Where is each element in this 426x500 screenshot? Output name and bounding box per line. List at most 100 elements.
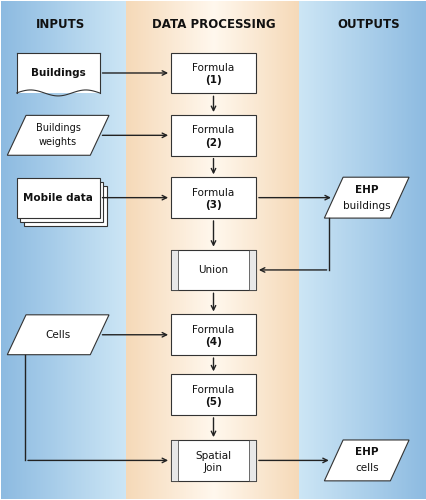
Bar (58, 0, 60, 500)
Bar (63, 0, 65, 500)
Bar (423, 0, 424, 500)
Bar (371, 0, 372, 500)
Bar (257, 0, 259, 500)
Bar (302, 0, 303, 500)
Bar (188, 0, 189, 500)
Bar (312, 0, 314, 500)
Bar (262, 0, 264, 500)
Bar (33, 0, 35, 500)
Text: weights: weights (39, 138, 77, 147)
Bar (155, 0, 156, 500)
Bar (107, 0, 109, 500)
Bar (421, 0, 423, 500)
Bar (313, 0, 315, 500)
Bar (283, 0, 285, 500)
Bar (95, 0, 96, 500)
Bar (131, 0, 132, 500)
Bar (170, 250, 177, 290)
Bar (357, 0, 358, 500)
Bar (27, 0, 29, 500)
Bar (400, 0, 402, 500)
Bar (424, 0, 426, 500)
Bar (206, 0, 207, 500)
Bar (293, 0, 294, 500)
Bar (102, 0, 104, 500)
Bar (326, 0, 328, 500)
Text: Formula: Formula (192, 126, 234, 136)
Bar (305, 0, 307, 500)
Bar (211, 0, 213, 500)
Bar (32, 0, 34, 500)
Bar (279, 0, 280, 500)
Bar (216, 0, 218, 500)
Bar (98, 0, 100, 500)
Bar (170, 440, 256, 481)
Bar (304, 0, 306, 500)
Bar (219, 0, 220, 500)
Text: Cells: Cells (46, 330, 71, 340)
Bar (169, 0, 170, 500)
Bar (42, 0, 44, 500)
Bar (104, 0, 105, 500)
Bar (285, 0, 286, 500)
Bar (320, 0, 321, 500)
Bar (337, 0, 339, 500)
Bar (294, 0, 295, 500)
Bar (162, 0, 164, 500)
Bar (273, 0, 274, 500)
Bar (184, 0, 186, 500)
Bar (298, 0, 299, 500)
Bar (21, 0, 23, 500)
Bar (152, 0, 153, 500)
Bar (286, 0, 287, 500)
Bar (207, 0, 208, 500)
Bar (158, 0, 159, 500)
Bar (144, 0, 145, 500)
Bar (37, 0, 39, 500)
Bar (288, 0, 289, 500)
Bar (222, 0, 224, 500)
Bar (154, 0, 155, 500)
Bar (145, 0, 147, 500)
Bar (290, 0, 291, 500)
Bar (52, 0, 54, 500)
Bar (71, 0, 72, 500)
Bar (261, 0, 262, 500)
Bar (340, 0, 342, 500)
Bar (167, 0, 168, 500)
Bar (363, 0, 365, 500)
Bar (350, 0, 352, 500)
Bar (194, 0, 195, 500)
Bar (364, 0, 366, 500)
Text: (3): (3) (204, 200, 222, 210)
Bar (13, 0, 15, 500)
Bar (381, 0, 383, 500)
Bar (316, 0, 317, 500)
Bar (322, 0, 324, 500)
Bar (180, 0, 181, 500)
Bar (159, 0, 160, 500)
Bar (343, 0, 344, 500)
Bar (157, 0, 158, 500)
Bar (151, 0, 153, 500)
Bar (126, 0, 127, 500)
Bar (278, 0, 279, 500)
Bar (238, 0, 239, 500)
Bar (318, 0, 320, 500)
Bar (26, 0, 27, 500)
Bar (24, 0, 26, 500)
Bar (214, 0, 215, 500)
Bar (268, 0, 269, 500)
Bar (389, 0, 390, 500)
Bar (309, 0, 311, 500)
Bar (376, 0, 377, 500)
Bar (220, 0, 221, 500)
Text: OUTPUTS: OUTPUTS (337, 18, 399, 31)
Bar (89, 0, 91, 500)
Bar (100, 0, 101, 500)
Bar (120, 0, 121, 500)
Bar (336, 0, 338, 500)
Bar (22, 0, 24, 500)
Bar (68, 0, 70, 500)
Bar (268, 0, 270, 500)
